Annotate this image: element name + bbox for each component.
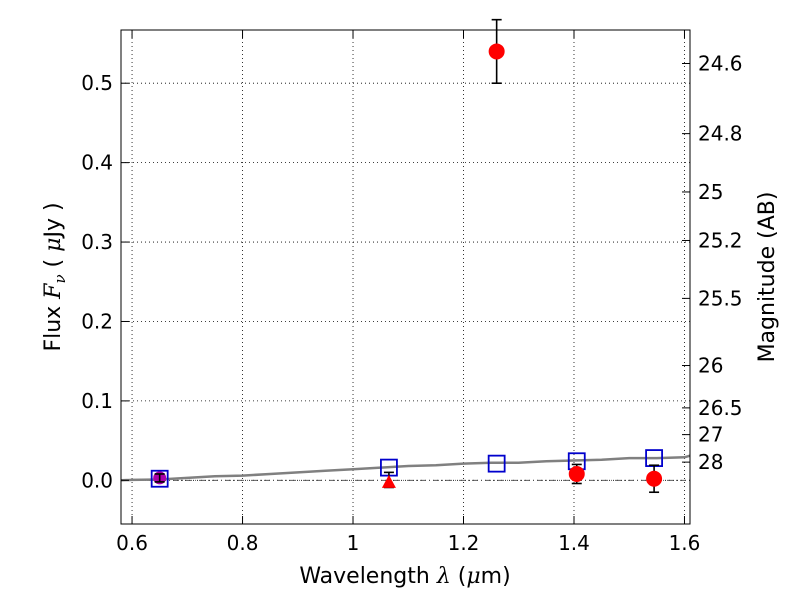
y-axis-label: Flux Fν ( μJy ) <box>41 202 69 351</box>
x-tick-label: 1.4 <box>558 531 590 555</box>
mag-tick-label: 24.6 <box>698 52 743 76</box>
detection-point <box>646 470 663 487</box>
y-tick-label: 0.2 <box>81 309 113 333</box>
detection-point <box>488 43 505 60</box>
model-point <box>487 454 506 473</box>
x-tick-label: 1.2 <box>448 531 480 555</box>
x-tick-label: 0.8 <box>227 531 259 555</box>
x-tick-label: 1.6 <box>669 531 701 555</box>
x-axis-label: Wavelength λ (μm) <box>299 564 510 589</box>
mag-tick-label: 25.2 <box>698 228 743 252</box>
y2-axis-label: Magnitude (AB) <box>755 192 780 363</box>
y-tick-label: 0.4 <box>81 151 113 175</box>
mag-tick-label: 27 <box>698 423 723 447</box>
model-sed-line <box>120 454 691 482</box>
mag-tick-label: 26 <box>698 354 723 378</box>
plot-frame <box>120 29 691 525</box>
x-tick-label: 0.6 <box>116 531 148 555</box>
axis-ticks: 0.6 0.8 1 1.2 1.4 1.6 0.0 0.1 0.2 0.3 0.4 0.5 24.6 24… <box>81 30 743 555</box>
limit-triangle <box>381 474 396 488</box>
y-tick-label: 0.5 <box>81 71 113 95</box>
detection-point <box>568 465 585 482</box>
mag-tick-label: 28 <box>698 450 723 474</box>
y-tick-label: 0.1 <box>81 389 113 413</box>
mag-tick-label: 26.5 <box>698 396 743 420</box>
y-tick-label: 0.3 <box>81 230 113 254</box>
plot-area <box>120 18 691 494</box>
mag-tick-label: 24.8 <box>698 122 743 146</box>
grid-lines <box>121 30 690 524</box>
mag-tick-label: 25.5 <box>698 286 743 310</box>
y-tick-label: 0.0 <box>81 468 113 492</box>
x-tick-label: 1 <box>347 531 360 555</box>
model-point <box>150 469 169 488</box>
mag-tick-label: 25 <box>698 180 723 204</box>
